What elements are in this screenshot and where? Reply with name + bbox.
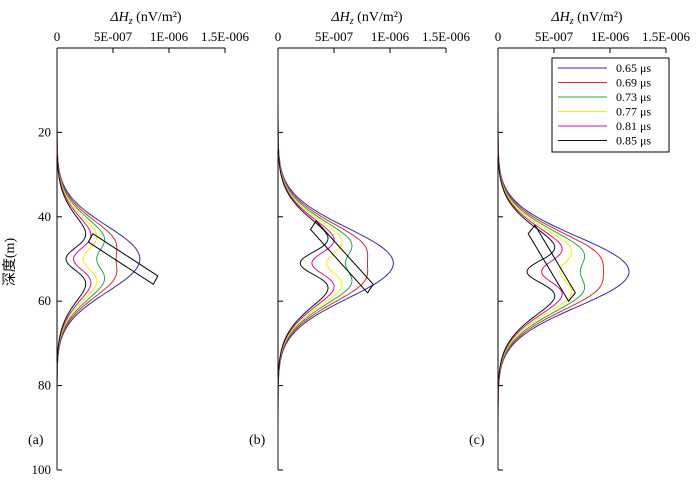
- legend-label-4: 0.77 μs: [616, 105, 651, 119]
- panel-3: 0 5E-007 1E-006 1.5E-006 ΔHz (nV/m²) (c): [469, 10, 691, 471]
- legend-label-1: 0.65 μs: [616, 61, 651, 75]
- series-line-2: [277, 48, 369, 470]
- series-line-1: [56, 48, 141, 470]
- series-line-5: [277, 48, 335, 470]
- panel-1: 0 5E-007 1E-006 1.5E-006 ΔHz (nV/m²) 20 40 60 80…: [28, 10, 250, 477]
- anomaly-box: [87, 232, 159, 286]
- x-tick-label: 1.5E-006: [201, 29, 250, 44]
- x-axis-title: ΔHz (nV/m²): [550, 10, 622, 27]
- x-tick-label: 5E-007: [535, 29, 574, 44]
- y-tick-label: 60: [38, 293, 51, 308]
- series-line-6: [277, 48, 329, 470]
- legend-label-3: 0.73 μs: [616, 90, 651, 104]
- series-line-4: [56, 48, 98, 470]
- y-tick-label: 40: [38, 209, 51, 224]
- panel-2: 0 5E-007 1E-006 1.5E-006 ΔHz (nV/m²) (b): [249, 10, 471, 471]
- series-line-6: [56, 48, 87, 470]
- x-tick-label: 1E-006: [591, 29, 630, 44]
- series-line-4: [277, 48, 343, 470]
- x-tick-label: 1E-006: [150, 29, 189, 44]
- series-line-3: [277, 48, 353, 470]
- panel-label: (b): [249, 433, 266, 448]
- y-tick-label: 80: [38, 378, 51, 393]
- y-axis-title: 深度(m): [2, 238, 18, 287]
- legend-label-5: 0.81 μs: [616, 119, 651, 133]
- panel-label: (a): [28, 433, 44, 448]
- x-tick-label: 1.5E-006: [422, 29, 471, 44]
- x-axis-title: ΔHz (nV/m²): [109, 10, 181, 27]
- panels-layer: 0 5E-007 1E-006 1.5E-006 ΔHz (nV/m²) 20 40 60 80…: [28, 10, 691, 477]
- legend-label-2: 0.69 μs: [616, 76, 651, 90]
- x-axis-title: ΔHz (nV/m²): [330, 10, 402, 27]
- series-line-6: [497, 48, 556, 470]
- y-tick-label: 100: [32, 462, 52, 477]
- anomaly-box: [527, 224, 576, 303]
- y-tick-label: 20: [38, 124, 51, 139]
- x-tick-label: 5E-007: [94, 29, 133, 44]
- series-line-3: [56, 48, 106, 470]
- series-line-1: [277, 48, 394, 470]
- x-tick-label: 1.5E-006: [642, 29, 691, 44]
- x-tick-label: 1E-006: [371, 29, 410, 44]
- legend-box: [551, 57, 670, 153]
- panel-label: (c): [469, 433, 485, 448]
- legend: 0.65 μs0.69 μs0.73 μs0.77 μs0.81 μs0.85 …: [551, 57, 670, 153]
- x-tick-label: 5E-007: [315, 29, 354, 44]
- x-tick-label: 0: [54, 29, 61, 44]
- legend-label-6: 0.85 μs: [616, 134, 651, 148]
- series-line-5: [56, 48, 92, 470]
- x-tick-label: 0: [495, 29, 502, 44]
- anomaly-box: [309, 220, 374, 294]
- x-tick-label: 0: [275, 29, 282, 44]
